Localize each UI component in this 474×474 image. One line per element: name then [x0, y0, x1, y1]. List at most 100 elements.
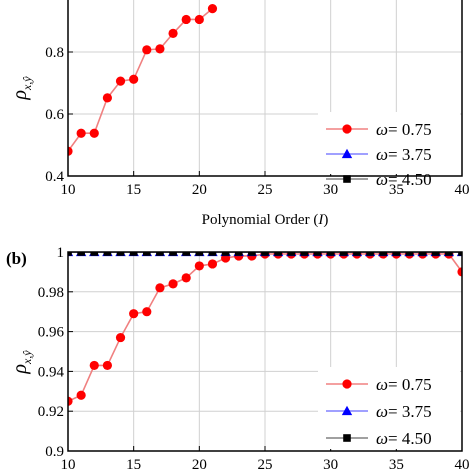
- data-point: [207, 4, 218, 14]
- data-point: [155, 44, 165, 54]
- data-point: [287, 252, 296, 256]
- data-point: [115, 332, 126, 343]
- legend-b: ω= 0.75 ω= 3.75 ω= 4.50: [318, 367, 460, 449]
- data-point: [445, 252, 453, 256]
- data-point: [102, 360, 112, 371]
- legend-marker: [341, 405, 353, 416]
- data-point: [181, 273, 191, 283]
- x-tick-label: 15: [126, 182, 141, 198]
- y-tick-label: 0.94: [38, 364, 65, 380]
- data-point: [353, 252, 361, 256]
- legend-label: ω= 4.50: [376, 170, 432, 189]
- x-tick-label: 10: [61, 457, 76, 473]
- data-point: [142, 307, 152, 317]
- data-point: [168, 279, 178, 289]
- panel-label-b: (b): [6, 249, 27, 268]
- data-point: [274, 252, 282, 256]
- series-circle: [68, 4, 218, 156]
- legend-box: [318, 112, 460, 174]
- data-point: [143, 252, 151, 256]
- data-point: [68, 252, 72, 256]
- data-point: [116, 252, 125, 256]
- x-tick-label: 40: [455, 182, 470, 198]
- data-point: [340, 252, 348, 256]
- y-axis-label-a: ρx,ŷ: [9, 76, 34, 101]
- series-group-a: [68, 4, 218, 156]
- series-group-b: [68, 252, 462, 406]
- legend-entry: ω= 3.75: [326, 402, 432, 421]
- panel-a: 10 15 20 25 30 35 40 0.4 0.6 0.8 Polynomial Order…: [9, 0, 470, 228]
- x-tick-label: 25: [258, 457, 273, 473]
- x-tick-label: 20: [192, 182, 207, 198]
- x-tick-label: 20: [192, 457, 207, 473]
- data-point: [194, 14, 204, 25]
- legend-marker: [343, 175, 351, 183]
- data-point: [379, 252, 387, 256]
- data-point: [68, 396, 73, 406]
- data-point: [405, 252, 414, 256]
- legend-entry: ω= 0.75: [326, 375, 432, 394]
- legend-marker: [342, 379, 352, 389]
- data-point: [77, 252, 85, 256]
- x-tick-label: 35: [389, 182, 404, 198]
- y-tick-label: 0.4: [45, 169, 64, 185]
- data-point: [182, 252, 190, 256]
- legend-marker: [341, 148, 353, 159]
- y-tick-label: 0.98: [38, 285, 64, 301]
- x-axis-label-a: Polynomial Order (I): [202, 212, 329, 228]
- data-point: [129, 252, 138, 256]
- legend-label: ω= 3.75: [376, 145, 432, 164]
- y-tick-label: 0.8: [45, 45, 64, 61]
- data-point: [102, 93, 112, 103]
- data-point: [457, 267, 462, 277]
- y-tick-label: 0.9: [45, 444, 64, 460]
- data-point: [431, 252, 440, 256]
- data-point: [89, 128, 99, 138]
- data-point: [207, 259, 218, 269]
- data-point: [90, 252, 99, 256]
- legend-marker: [343, 434, 351, 442]
- data-point: [89, 360, 99, 371]
- data-point: [208, 252, 217, 256]
- data-point: [418, 252, 427, 256]
- data-point: [248, 252, 256, 256]
- data-point: [103, 252, 112, 256]
- data-point: [142, 45, 152, 55]
- data-point: [313, 252, 322, 256]
- y-tick-label: 0.6: [45, 107, 64, 123]
- data-point: [261, 252, 269, 256]
- data-point: [458, 252, 462, 256]
- data-point: [76, 128, 86, 138]
- legend-label: ω= 0.75: [376, 375, 432, 394]
- x-tick-label: 35: [389, 457, 404, 473]
- data-point: [76, 390, 86, 400]
- data-point: [129, 74, 139, 84]
- legend-marker: [342, 124, 352, 134]
- data-point: [169, 252, 177, 256]
- legend-entry: ω= 4.50: [326, 429, 432, 448]
- x-tick-label: 30: [323, 182, 338, 198]
- data-point: [129, 309, 139, 319]
- x-tick-label: 10: [61, 182, 76, 198]
- y-axis-label-b: ρx,ŷ: [9, 350, 34, 375]
- ticks-a: 10 15 20 25 30 35 40 0.4 0.6 0.8: [45, 45, 469, 198]
- data-point: [155, 283, 165, 293]
- data-point: [168, 28, 178, 38]
- panel-b: (b) 10 15 20 25 30 35 40 0.9 0.92 0.94 0.96 0.98 1 ρ…: [6, 245, 470, 473]
- data-point: [68, 146, 73, 156]
- legend-label: ω= 3.75: [376, 402, 432, 421]
- y-tick-label: 0.92: [38, 404, 64, 420]
- legend-entry: ω= 3.75: [326, 145, 432, 164]
- series-square: [68, 252, 462, 256]
- legend-entry: ω= 4.50: [326, 170, 432, 189]
- legend-label: ω= 0.75: [376, 120, 432, 139]
- data-point: [221, 252, 230, 256]
- legend-box: [318, 367, 460, 449]
- x-tick-label: 25: [258, 182, 273, 198]
- data-point: [392, 252, 401, 256]
- data-point: [194, 261, 204, 271]
- data-point: [115, 76, 126, 86]
- y-tick-label: 0.96: [38, 325, 65, 341]
- data-point: [234, 252, 243, 256]
